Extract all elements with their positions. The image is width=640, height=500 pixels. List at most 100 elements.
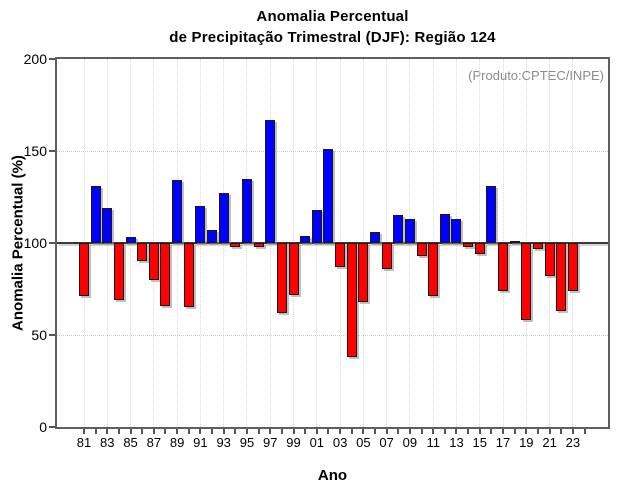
x-axis-tick	[385, 429, 388, 434]
bar-1990	[183, 243, 194, 308]
bar-2018	[509, 241, 520, 244]
bar-2005	[358, 243, 369, 302]
x-axis-tick	[245, 429, 248, 434]
bar-2014	[463, 243, 474, 247]
bar-2001	[311, 209, 322, 243]
bar-2013	[451, 219, 462, 243]
bar-1994	[230, 243, 241, 247]
x-tick-label: 83	[100, 435, 115, 450]
x-tick-label: 11	[426, 435, 440, 450]
plot-area	[55, 57, 610, 429]
x-axis-title: Ano	[317, 467, 348, 484]
x-tick-label: 01	[309, 435, 325, 450]
x-axis-tick	[211, 429, 214, 434]
bar-2000	[300, 235, 311, 243]
x-axis-tick	[362, 429, 365, 434]
x-axis-tick	[315, 429, 318, 434]
bar-2002	[323, 149, 334, 243]
bar-1998	[276, 243, 287, 313]
x-axis-tick	[234, 429, 237, 434]
x-axis-tick	[536, 429, 539, 434]
y-axis-tick	[49, 150, 55, 152]
bar-2016	[486, 185, 497, 243]
y-axis-tick	[49, 426, 55, 428]
bar-1993	[218, 193, 229, 243]
x-axis-tick	[269, 429, 272, 434]
x-axis-tick	[583, 429, 586, 434]
x-axis-tick	[350, 429, 353, 434]
x-axis-tick	[525, 429, 528, 434]
bar-1981	[79, 243, 89, 297]
x-axis-tick	[280, 429, 283, 434]
x-axis-tick	[513, 429, 516, 434]
x-axis-tick	[129, 429, 132, 434]
y-tick-label: 50	[31, 327, 47, 343]
bar-1985	[125, 237, 136, 243]
bar-2004	[346, 243, 357, 358]
x-axis-tick	[467, 429, 470, 434]
bar-1991	[195, 206, 206, 243]
x-tick-label: 03	[332, 435, 348, 450]
x-axis-tick	[490, 429, 493, 434]
bar-2007	[381, 243, 392, 269]
chart-title-line2: de Precipitação Trimestral (DJF): Região…	[169, 29, 496, 46]
bar-2003	[335, 243, 346, 267]
x-tick-label: 07	[379, 435, 394, 450]
x-axis-tick	[548, 429, 551, 434]
x-axis-tick	[292, 429, 295, 434]
bar-1982	[90, 185, 101, 243]
x-tick-label: 91	[193, 435, 208, 450]
x-axis-tick	[257, 429, 260, 434]
bar-1999	[288, 243, 299, 295]
bar-1996	[253, 243, 264, 247]
chart-title-line1: Anomalia Percentual	[256, 8, 409, 25]
x-tick-label: 89	[169, 435, 185, 450]
bar-2019	[521, 243, 532, 321]
baseline-100	[57, 242, 608, 244]
x-tick-label: 05	[356, 435, 371, 450]
bar-1992	[207, 230, 218, 243]
x-tick-label: 21	[542, 435, 557, 450]
x-tick-label: 97	[263, 435, 278, 450]
x-axis-tick	[397, 429, 400, 434]
x-axis-tick	[502, 429, 505, 434]
x-axis-tick	[327, 429, 330, 434]
x-tick-label: 17	[495, 435, 511, 450]
x-axis-tick	[432, 429, 435, 434]
x-tick-label: 23	[565, 435, 581, 450]
bar-2011	[428, 243, 439, 297]
x-axis-tick	[94, 429, 97, 434]
x-tick-label: 13	[449, 435, 464, 450]
x-tick-label: 85	[123, 435, 138, 450]
bar-1984	[113, 243, 124, 301]
x-axis-tick	[443, 429, 446, 434]
x-tick-label: 19	[519, 435, 534, 450]
x-axis-tick	[339, 429, 342, 434]
bar-1987	[148, 243, 159, 280]
x-axis-tick	[106, 429, 109, 434]
x-axis-tick	[374, 429, 376, 434]
x-axis-tick	[571, 429, 574, 434]
bar-1983	[102, 208, 113, 243]
bar-1988	[160, 243, 171, 306]
x-tick-label: 87	[146, 435, 162, 450]
x-axis-tick	[222, 429, 225, 434]
bar-1997	[265, 119, 276, 243]
x-axis-tick	[304, 429, 307, 434]
y-tick-label: 150	[23, 143, 47, 159]
bar-2021	[544, 243, 555, 277]
bar-2017	[498, 243, 509, 291]
x-axis-tick	[141, 429, 144, 434]
x-axis-tick	[408, 429, 411, 434]
y-tick-label: 100	[23, 235, 47, 251]
x-tick-label: 81	[76, 435, 92, 450]
bar-2008	[393, 215, 404, 243]
bar-2009	[404, 219, 415, 243]
y-tick-label: 200	[23, 51, 47, 67]
x-axis-tick	[164, 429, 167, 434]
x-tick-label: 09	[402, 435, 418, 450]
x-axis-tick	[420, 429, 423, 434]
x-tick-label: 99	[286, 435, 301, 450]
y-tick-label: 0	[39, 419, 47, 435]
